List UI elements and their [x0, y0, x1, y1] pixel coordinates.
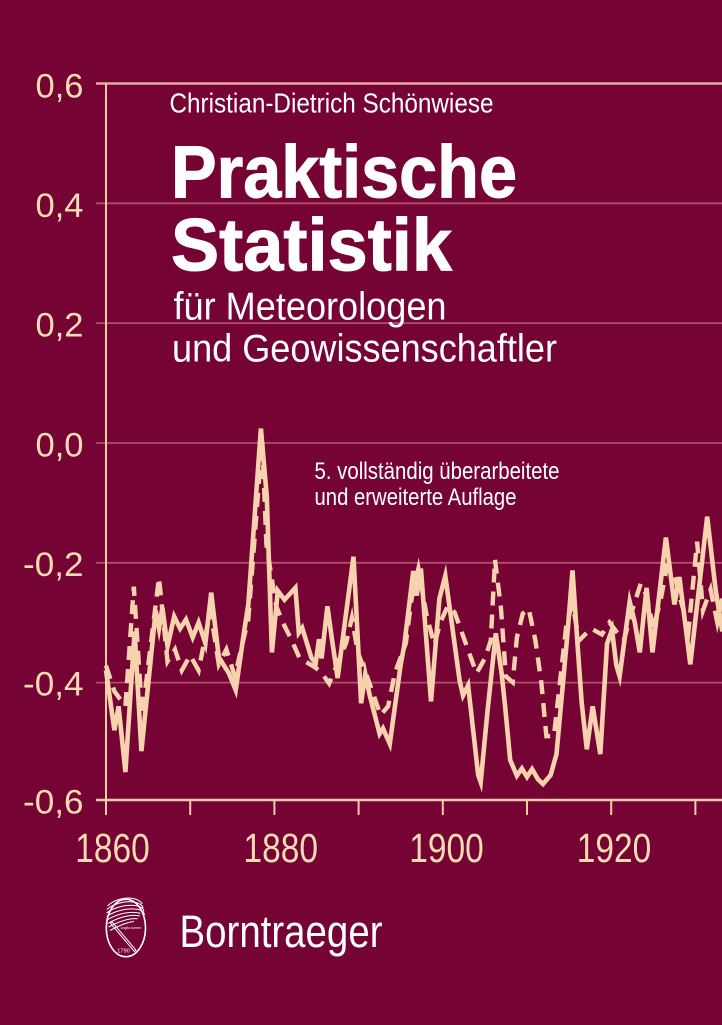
svg-text:-0,2: -0,2	[23, 546, 84, 584]
svg-text:Statistik: Statistik	[171, 204, 453, 287]
svg-text:und erweiterte Auflage: und erweiterte Auflage	[315, 484, 517, 511]
svg-text:1790: 1790	[117, 949, 129, 955]
svg-text:Borntraeger: Borntraeger	[180, 906, 383, 957]
svg-text:cogito lumen: cogito lumen	[121, 926, 142, 930]
svg-text:-0,6: -0,6	[23, 783, 84, 821]
svg-text:Praktische: Praktische	[171, 131, 517, 214]
svg-text:Christian-Dietrich Schönwiese: Christian-Dietrich Schönwiese	[170, 88, 494, 119]
svg-text:0,4: 0,4	[36, 187, 84, 225]
svg-text:für Meteorologen: für Meteorologen	[174, 286, 447, 329]
svg-text:1900: 1900	[409, 825, 484, 871]
svg-text:5. vollständig überarbeitete: 5. vollständig überarbeitete	[315, 458, 560, 485]
svg-text:1880: 1880	[244, 825, 319, 871]
svg-text:0,2: 0,2	[36, 307, 84, 345]
svg-text:-0,4: -0,4	[23, 666, 84, 704]
svg-text:1860: 1860	[75, 825, 150, 871]
svg-text:und Geowissenschaftler: und Geowissenschaftler	[172, 328, 557, 371]
svg-text:0,6: 0,6	[36, 67, 84, 105]
svg-text:1920: 1920	[577, 825, 652, 871]
svg-text:0,0: 0,0	[36, 426, 84, 464]
